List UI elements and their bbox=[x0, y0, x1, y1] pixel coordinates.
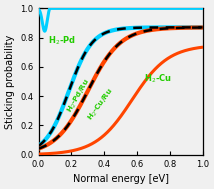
Text: H$_2$-Cu/Ru: H$_2$-Cu/Ru bbox=[85, 86, 116, 123]
Text: H$_2$-Pd/Ru: H$_2$-Pd/Ru bbox=[66, 77, 93, 115]
Text: H$_2$-Pd: H$_2$-Pd bbox=[48, 34, 76, 47]
X-axis label: Normal energy [eV]: Normal energy [eV] bbox=[73, 174, 169, 184]
Y-axis label: Sticking probability: Sticking probability bbox=[5, 34, 15, 129]
Text: H$_2$-Cu: H$_2$-Cu bbox=[144, 73, 171, 85]
